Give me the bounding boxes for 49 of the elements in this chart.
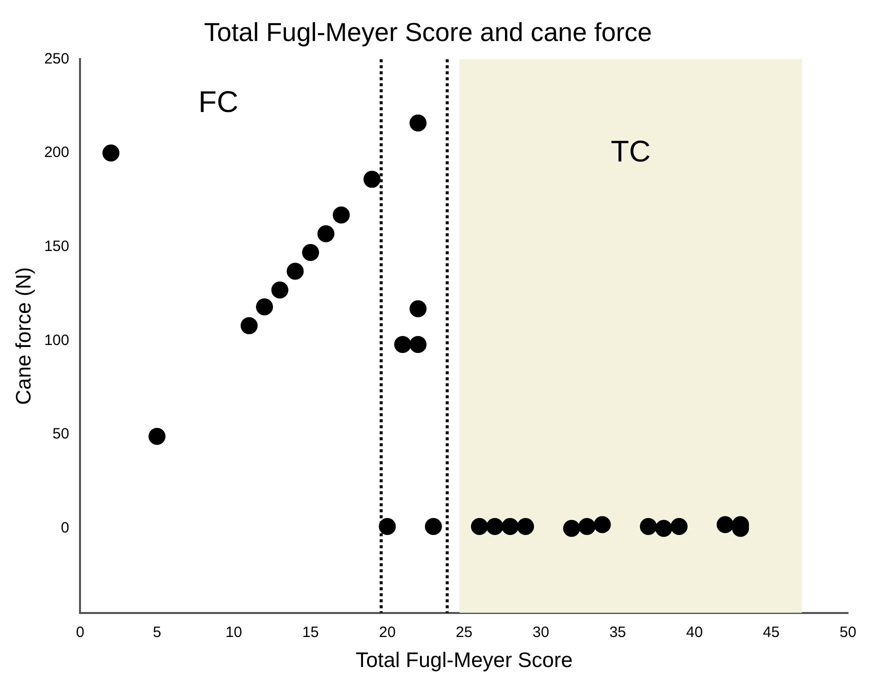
x-tick-label: 5 (152, 624, 162, 641)
point (240, 317, 258, 334)
point (640, 518, 657, 535)
point (502, 518, 519, 535)
y-tick-label: 50 (52, 426, 70, 443)
point (363, 170, 380, 188)
band-label: TC (610, 136, 651, 169)
x-axis-title: Total Fugl-Meyer Score (356, 649, 573, 672)
x-tick-label: 10 (225, 624, 242, 641)
point (102, 144, 120, 162)
point (655, 520, 672, 537)
point (410, 300, 427, 318)
x-tick-label: 50 (840, 624, 856, 641)
point (486, 518, 504, 535)
x-tick-label: 0 (76, 624, 84, 641)
point (271, 282, 288, 299)
x-tick-label: 35 (609, 624, 626, 641)
x-tick-label: 45 (762, 624, 780, 641)
y-tick-label: 150 (44, 238, 70, 255)
point (410, 336, 427, 353)
y-tick-label: 250 (44, 50, 70, 68)
point (394, 336, 412, 353)
annotation: FC (198, 86, 238, 119)
point (410, 114, 427, 132)
x-tick-label: 15 (302, 624, 319, 641)
point (470, 518, 488, 535)
x-tick-label: 30 (532, 624, 550, 641)
x-tick-label: 40 (686, 624, 703, 641)
point (563, 520, 580, 537)
point (317, 225, 334, 242)
point (716, 516, 734, 534)
point (286, 262, 304, 280)
point (148, 428, 166, 445)
point (594, 516, 611, 534)
point (517, 518, 534, 535)
chart-title: Total Fugl-Meyer Score and cane force (204, 16, 652, 47)
point (670, 518, 688, 535)
y-tick-label: 200 (44, 144, 70, 162)
point (256, 298, 273, 316)
point (424, 518, 442, 535)
point (578, 518, 596, 535)
x-tick-label: 25 (456, 624, 472, 641)
x-tick-label: 20 (378, 624, 396, 641)
point (302, 244, 320, 261)
point (332, 206, 350, 224)
y-tick-label: 0 (60, 519, 70, 536)
y-axis-title: Cane force (N) (12, 267, 36, 405)
point (378, 518, 396, 535)
y-tick-label: 100 (44, 332, 70, 349)
